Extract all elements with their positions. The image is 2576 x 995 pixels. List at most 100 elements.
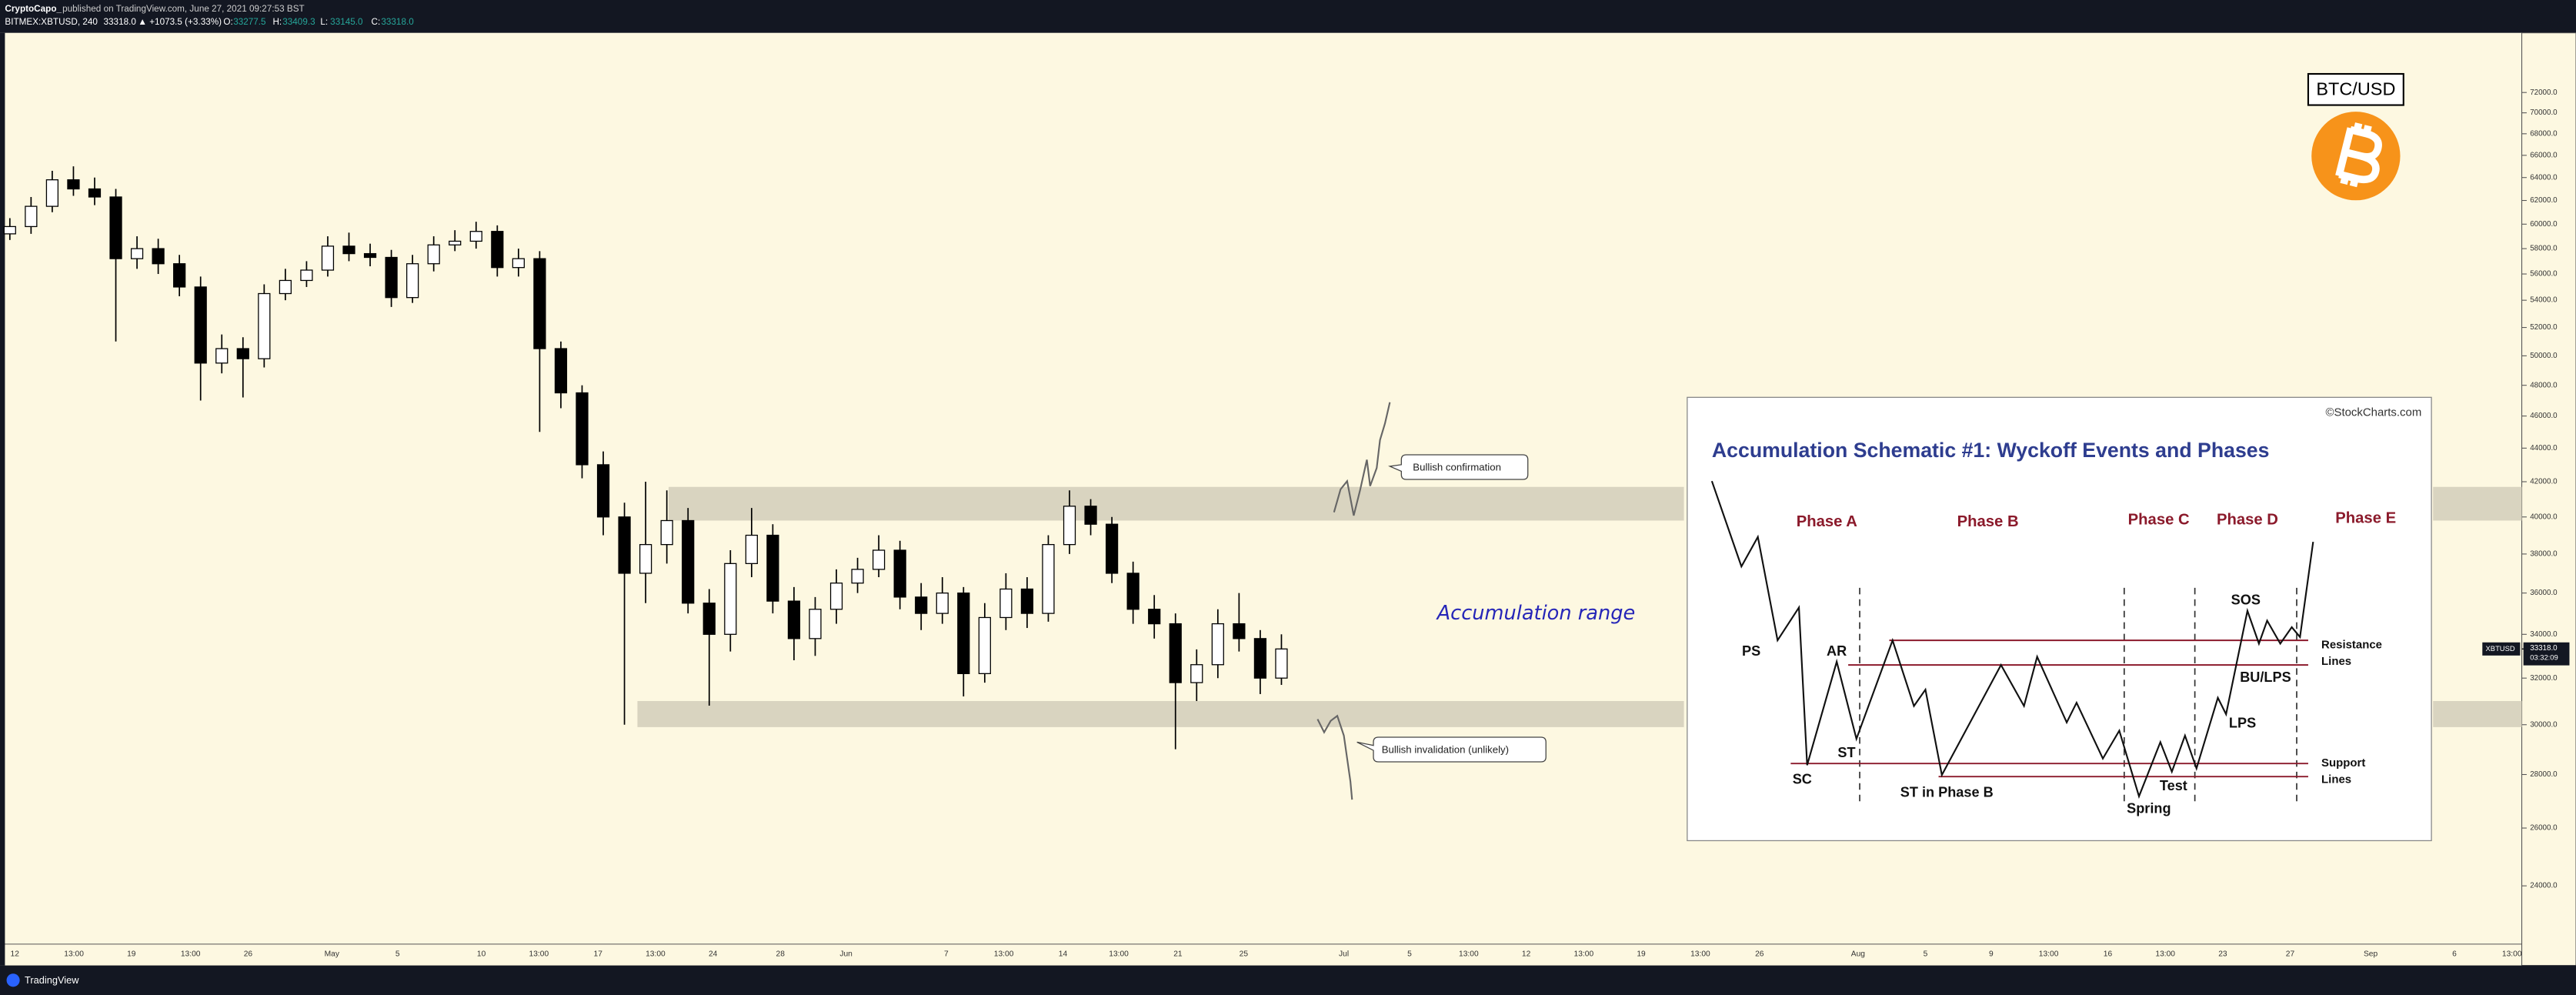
x-tick-label: 28 — [776, 950, 786, 958]
y-tick-label: 56000.0 — [2530, 270, 2558, 279]
x-tick-label: Jun — [839, 950, 853, 958]
candle-body — [660, 519, 673, 546]
last-price-box — [2523, 642, 2570, 666]
inset-box — [1687, 396, 2432, 842]
x-tick-label: 19 — [127, 950, 136, 958]
candle-body — [576, 392, 589, 466]
event-label: ST — [1837, 745, 1855, 760]
candle-body — [639, 544, 652, 574]
candle-body — [406, 263, 419, 299]
x-tick-label: 6 — [2452, 950, 2457, 958]
y-tick-label: 70000.0 — [2530, 109, 2558, 117]
candle-body — [1084, 506, 1097, 525]
candle-body — [1063, 506, 1076, 546]
candle-body — [978, 616, 991, 674]
symbol-tag: XBTUSD — [2486, 644, 2515, 653]
candle-body — [67, 179, 80, 190]
last: 33318.0 — [104, 17, 137, 27]
ohlc-value: 33277.5 — [233, 17, 266, 27]
candle-body — [1148, 609, 1161, 625]
x-tick-label: 13:00 — [1459, 950, 1479, 958]
x-tick-label: 5 — [1407, 950, 1412, 958]
inset-title: Accumulation Schematic #1: Wyckoff Event… — [1712, 439, 2270, 462]
symbol-tag-box — [2482, 642, 2521, 656]
candle-body — [1190, 664, 1203, 683]
x-tick-label: Jul — [1339, 950, 1349, 958]
event-label: Test — [2160, 778, 2187, 793]
y-tick-label: 34000.0 — [2530, 630, 2558, 639]
projection-down — [1316, 714, 1353, 800]
event-label: PS — [1742, 643, 1760, 659]
x-tick-label: 13:00 — [64, 950, 84, 958]
candle-body — [829, 583, 843, 610]
candle-body — [915, 596, 928, 614]
y-tick-label: 46000.0 — [2530, 412, 2558, 420]
zone-right — [2433, 486, 2522, 521]
event-label: Spring — [2127, 801, 2171, 816]
x-tick-label: 7 — [944, 950, 949, 958]
x-tick-label: 13:00 — [1109, 950, 1129, 958]
last-price-label: 33318.0 — [2530, 644, 2558, 653]
candle-body — [745, 534, 758, 564]
x-tick-label: May — [325, 950, 340, 958]
candle-body — [618, 516, 631, 574]
x-tick-label: 13:00 — [181, 950, 201, 958]
y-tick-label: 30000.0 — [2530, 720, 2558, 729]
x-tick-label: 16 — [2104, 950, 2113, 958]
phase-label: Phase D — [2217, 512, 2278, 529]
candle-body — [1020, 588, 1034, 614]
candle-body — [724, 563, 737, 635]
event-label: SOS — [2231, 593, 2261, 608]
candle-body — [88, 188, 102, 198]
y-tick-label: 26000.0 — [2530, 824, 2558, 833]
phase-label: Phase B — [1957, 513, 2019, 530]
bitcoin-b — [2335, 122, 2382, 188]
candle-body — [130, 248, 144, 259]
y-tick-label: 42000.0 — [2530, 478, 2558, 486]
y-tick-label: 28000.0 — [2530, 770, 2558, 779]
candle-body — [258, 292, 271, 359]
candle-body — [491, 231, 504, 269]
x-tick-label: 19 — [1637, 950, 1646, 958]
candle-body — [3, 225, 16, 235]
candle-body — [1169, 623, 1182, 683]
x-tick-label: 13:00 — [1690, 950, 1710, 958]
x-tick-label: 25 — [1240, 950, 1249, 958]
y-tick-label: 72000.0 — [2530, 88, 2558, 97]
y-tick-label: 68000.0 — [2530, 129, 2558, 138]
change: ▲ +1073.5 (+3.33%) — [138, 17, 222, 27]
phase-label: Phase C — [2128, 512, 2190, 529]
candle-body — [173, 263, 186, 288]
annotation: Bullish confirmation — [1413, 462, 1501, 473]
ohlc-label: C: — [372, 17, 381, 27]
line-label: Resistance — [2321, 638, 2382, 651]
x-tick-label: 13:00 — [2155, 950, 2175, 958]
candle-body — [809, 609, 822, 639]
y-tick-label: 66000.0 — [2530, 151, 2558, 159]
badge: BTC/USD — [2316, 79, 2395, 99]
ohlc-label: L: — [320, 17, 328, 27]
x-tick-label: 13:00 — [529, 950, 549, 958]
candle-body — [1105, 523, 1119, 574]
candle-body — [1253, 638, 1267, 679]
callout-1 — [1388, 454, 1529, 480]
candle-body — [1211, 623, 1224, 666]
x-tick-label: 14 — [1059, 950, 1068, 958]
x-tick-label: Sep — [2364, 950, 2378, 958]
y-tick-label: 52000.0 — [2530, 323, 2558, 332]
y-tick-label: 54000.0 — [2530, 296, 2558, 305]
y-tick-label: 64000.0 — [2530, 173, 2558, 182]
footer-bar — [0, 965, 2576, 995]
candle-body — [893, 549, 906, 598]
candle-body — [427, 244, 440, 265]
candle-body — [342, 245, 355, 255]
candle-body — [596, 464, 610, 518]
x-tick-label: 23 — [2218, 950, 2227, 958]
candle-body — [702, 603, 716, 635]
ohlc-value: 33145.0 — [330, 17, 363, 27]
x-tick-label: 13:00 — [2502, 950, 2522, 958]
x-tick-label: 5 — [1924, 950, 1928, 958]
ohlc-value: 33409.3 — [282, 17, 315, 27]
candle-body — [449, 240, 462, 245]
ohlc-label: O: — [223, 17, 232, 27]
